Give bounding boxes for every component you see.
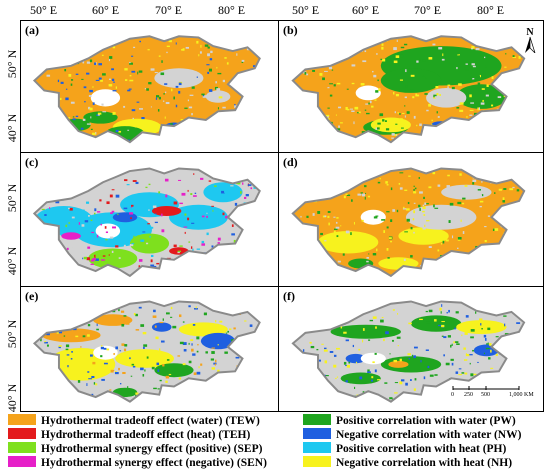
map-a-svg [32, 35, 261, 144]
legend-label-pw: Positive correlation with water (PW) [336, 415, 516, 427]
lat-tick-50n-row3: 50° N [5, 319, 20, 349]
lon-tick-50e-left: 50° E [30, 3, 58, 17]
legend-swatch-tew [8, 414, 36, 425]
legend-swatch-pw [303, 414, 331, 425]
panel-label-e: (e) [25, 289, 39, 303]
map-c-svg [32, 167, 261, 278]
lon-tick-70e-left: 70° E [155, 3, 183, 17]
legend-item-tew: Hydrothermal tradeoff effect (water) (TE… [8, 414, 260, 427]
north-label: N [526, 27, 534, 38]
legend-swatch-nw [303, 428, 331, 439]
panel-label-d: (d) [283, 155, 298, 169]
legend-item-ph: Positive correlation with heat (PH) [303, 442, 506, 455]
lat-tick-50n-row2: 50° N [5, 183, 20, 213]
legend-swatch-sen [8, 456, 36, 467]
legend-label-nh: Negative correlation with heat (NH) [336, 457, 513, 469]
panel-label-a: (a) [25, 23, 39, 37]
map-panel-e: (e) [20, 286, 279, 412]
legend: Hydrothermal tradeoff effect (water) (TE… [8, 414, 546, 470]
legend-item-nw: Negative correlation with water (NW) [303, 428, 521, 441]
panel-label-c: (c) [25, 155, 39, 169]
legend-swatch-sep [8, 442, 36, 453]
legend-swatch-teh [8, 428, 36, 439]
lat-tick-40n-row3: 40° N [5, 383, 20, 413]
lat-tick-50n-row1: 50° N [5, 49, 20, 79]
legend-item-sen: Hydrothermal synergy effect (negative) (… [8, 456, 267, 469]
legend-label-tew: Hydrothermal tradeoff effect (water) (TE… [41, 415, 260, 427]
lon-tick-50e-right: 50° E [292, 3, 320, 17]
legend-swatch-ph [303, 442, 331, 453]
lon-tick-70e-right: 70° E [414, 3, 442, 17]
map-e-svg [32, 300, 261, 403]
map-panel-a: (a) [20, 20, 279, 153]
map-b-svg [291, 35, 526, 144]
panel-label-f: (f) [283, 289, 295, 303]
lat-tick-40n-row1: 40° N [5, 113, 20, 143]
lon-tick-60e-right: 60° E [352, 3, 380, 17]
legend-swatch-nh [303, 456, 331, 467]
map-d-svg [291, 167, 526, 278]
legend-label-teh: Hydrothermal tradeoff effect (heat) (TEH… [41, 429, 251, 441]
legend-label-sep: Hydrothermal synergy effect (positive) (… [41, 443, 263, 455]
scale-bar: 0 250 500 1,000 KM [449, 385, 535, 407]
map-panel-c: (c) [20, 152, 279, 287]
map-panel-d: (d) [278, 152, 544, 287]
legend-item-nh: Negative correlation with heat (NH) [303, 456, 512, 469]
legend-item-pw: Positive correlation with water (PW) [303, 414, 516, 427]
scale-label-1000: 1,000 KM [509, 392, 534, 398]
legend-label-nw: Negative correlation with water (NW) [336, 429, 522, 441]
lon-tick-80e-right: 80° E [477, 3, 505, 17]
map-panel-f: (f) 0 250 500 1,000 KM [278, 286, 544, 412]
lat-tick-40n-row2: 40° N [5, 246, 20, 276]
scale-label-0: 0 [451, 392, 454, 398]
legend-label-ph: Positive correlation with heat (PH) [336, 443, 507, 455]
north-arrow-icon: N [523, 27, 537, 53]
legend-item-sep: Hydrothermal synergy effect (positive) (… [8, 442, 262, 455]
scale-label-250: 250 [464, 392, 473, 398]
scale-label-500: 500 [481, 392, 490, 398]
legend-item-teh: Hydrothermal tradeoff effect (heat) (TEH… [8, 428, 250, 441]
legend-label-sen: Hydrothermal synergy effect (negative) (… [41, 457, 267, 469]
map-f-svg [291, 300, 526, 403]
panel-label-b: (b) [283, 23, 298, 37]
map-panel-b: (b) N [278, 20, 544, 153]
lon-tick-80e-left: 80° E [218, 3, 246, 17]
lon-tick-60e-left: 60° E [92, 3, 120, 17]
